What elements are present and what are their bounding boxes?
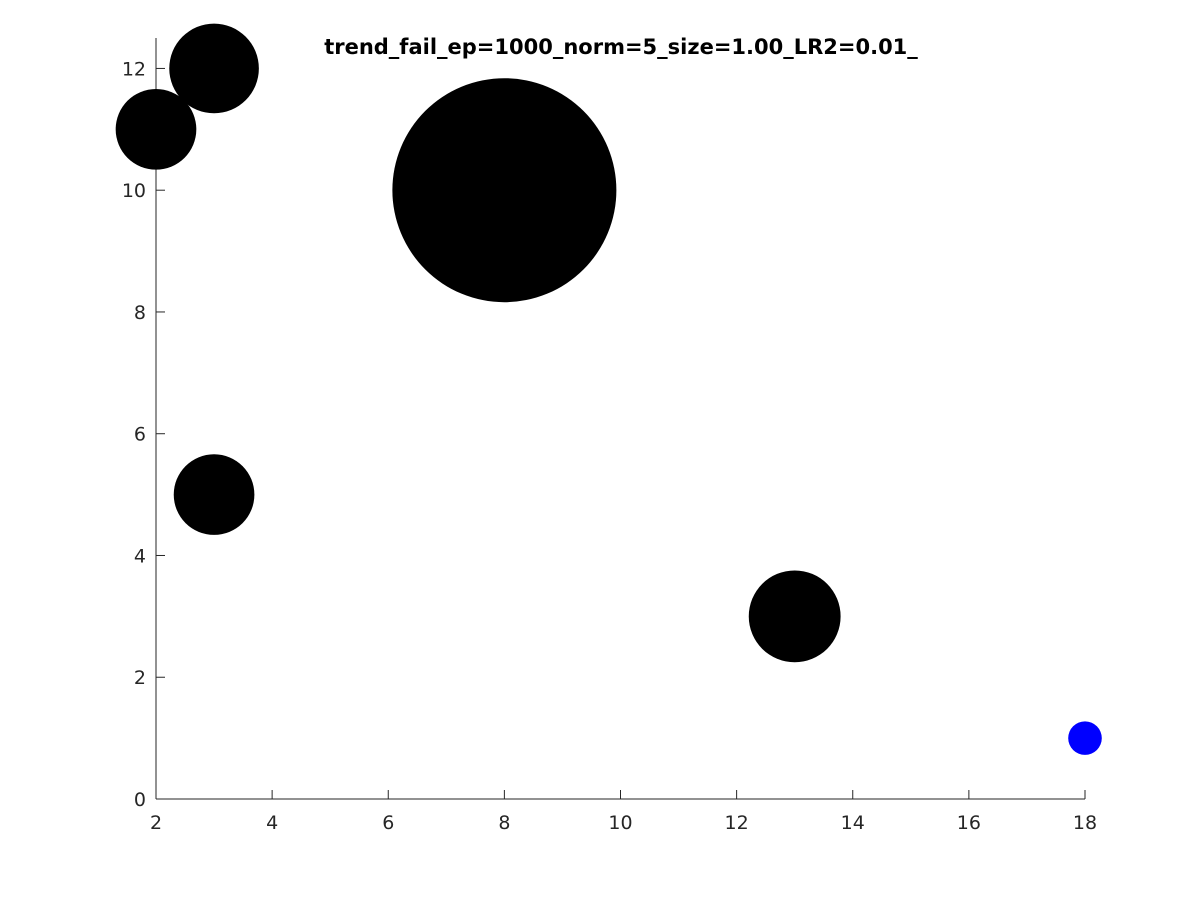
y-tick-label: 4 [134,545,146,567]
x-tick-label: 16 [957,812,981,834]
x-tick-label: 4 [266,812,278,834]
data-points [115,23,1102,755]
data-point [173,454,255,535]
x-tick-label: 18 [1073,812,1097,834]
y-tick-label: 12 [122,58,146,80]
data-point [392,78,617,303]
y-tick-label: 6 [134,424,146,446]
x-tick-label: 6 [382,812,394,834]
data-point [1068,721,1102,755]
data-point [169,23,259,114]
y-tick-label: 8 [134,302,146,324]
y-tick-label: 2 [134,667,146,689]
x-tick-label: 14 [841,812,865,834]
x-tick-label: 8 [498,812,510,834]
chart-title: trend_fail_ep=1000_norm=5_size=1.00_LR2=… [324,35,918,59]
x-tick-label: 2 [150,812,162,834]
y-tick-label: 0 [134,789,146,811]
x-tick-label: 12 [725,812,749,834]
x-tick-label: 10 [608,812,632,834]
data-point [115,89,197,170]
y-tick-label: 10 [122,180,146,202]
data-point [748,570,841,663]
